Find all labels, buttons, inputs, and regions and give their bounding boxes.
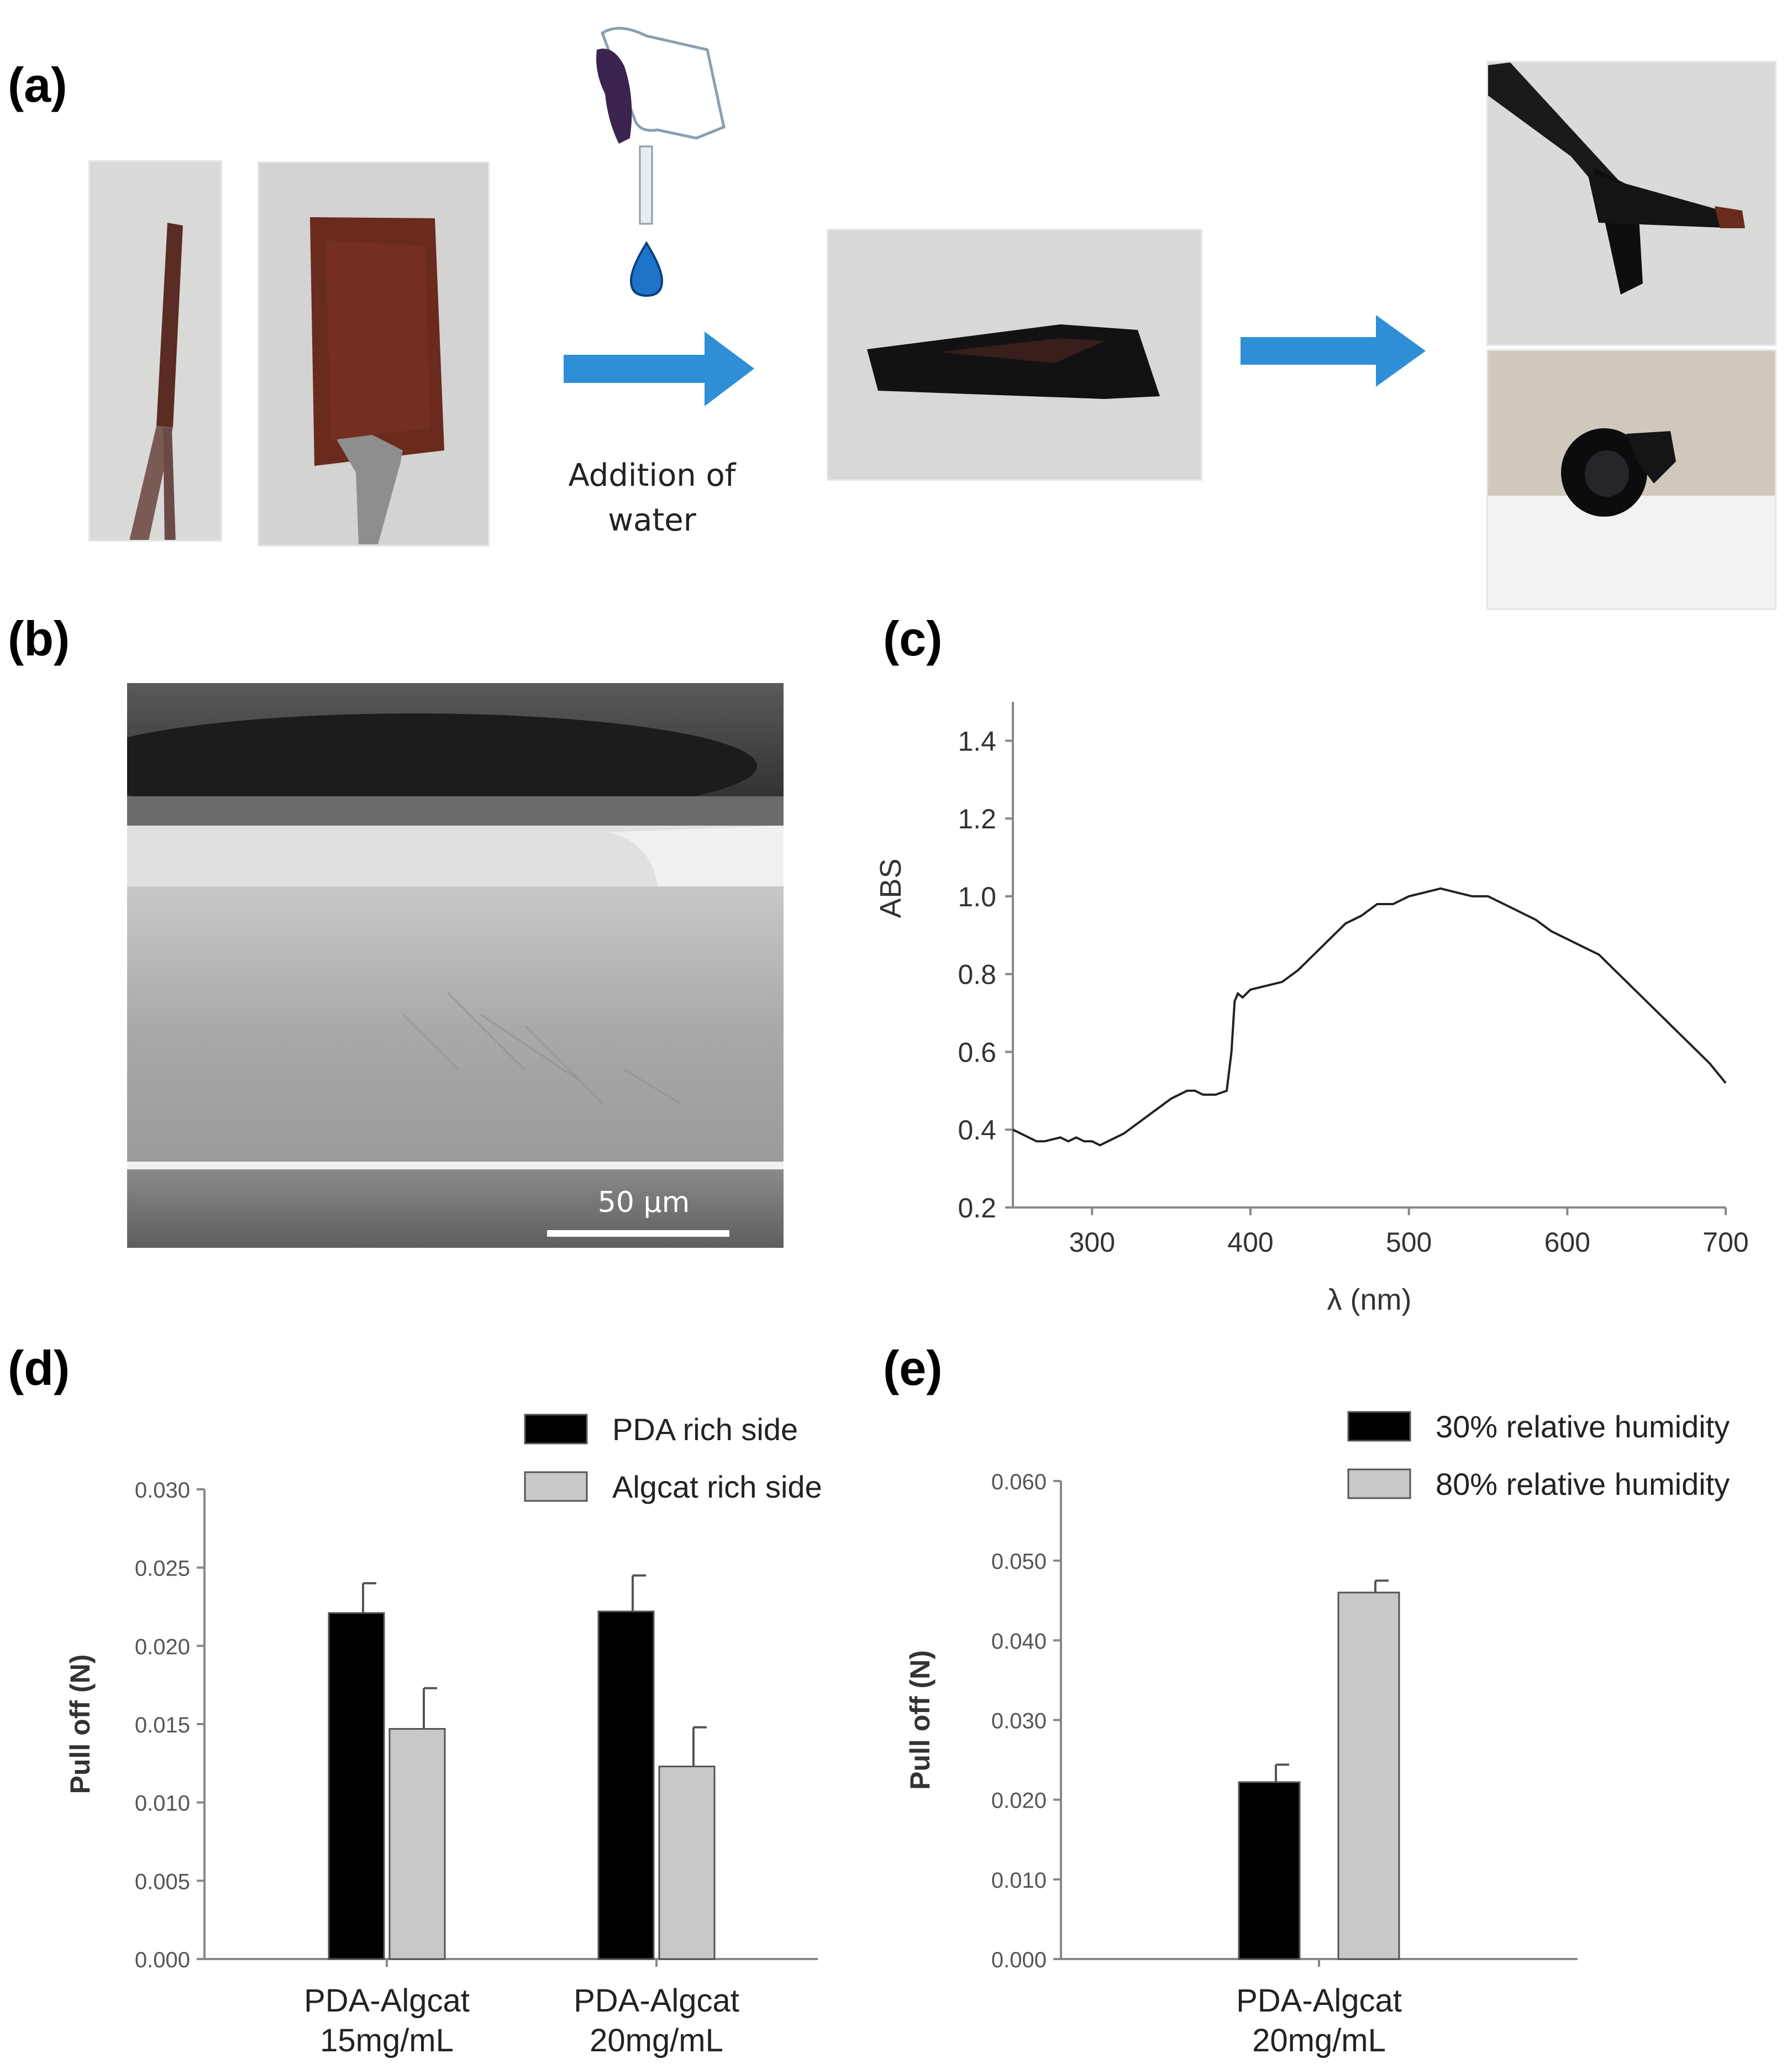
bar-algcat-rich-side <box>388 1728 446 1960</box>
y-tick-label: 0.2 <box>958 1193 996 1223</box>
photo-rolled-tube-end <box>1486 349 1777 610</box>
y-tick-label: 0.000 <box>135 1948 190 1972</box>
y-tick-label: 0.020 <box>991 1789 1047 1813</box>
category-label: PDA-Algcat <box>304 1983 470 2019</box>
y-tick-label: 0.000 <box>991 1948 1047 1972</box>
absorbance-spectrum-chart: 0.2 0.4 0.6 0.8 1.0 1.2 1.4 300 400 500 600 700 λ (n… <box>874 702 1749 1316</box>
legend-label: Algcat rich side <box>612 1469 822 1504</box>
y-tick-label: 0.4 <box>958 1115 996 1146</box>
legend-label: 30% relative humidity <box>1436 1409 1730 1444</box>
y-tick-label: 0.050 <box>991 1550 1047 1574</box>
y-tick-label: 0.015 <box>135 1713 190 1737</box>
arrow-right-icon <box>1241 315 1426 387</box>
photo-rolled-tube-side <box>1486 61 1777 346</box>
x-tick-label: 700 <box>1702 1227 1748 1258</box>
x-tick-label: 400 <box>1227 1227 1273 1258</box>
y-tick-label: 0.030 <box>991 1709 1047 1734</box>
legend-swatch <box>524 1471 588 1502</box>
y-tick-label: 0.025 <box>135 1557 190 1581</box>
bar-30-relative-humidity <box>1238 1781 1301 1960</box>
panel-label-c: (c) <box>883 611 943 666</box>
y-tick-label: 0.005 <box>135 1870 190 1894</box>
y-tick-label: 0.030 <box>135 1478 190 1503</box>
photo-film-piece <box>257 161 490 547</box>
photo-film-edge <box>88 160 222 542</box>
y-tick-label: 0.020 <box>135 1635 190 1659</box>
y-tick-label: 0.8 <box>958 959 996 990</box>
category-label: 20mg/mL <box>1252 2023 1386 2059</box>
x-tick-label: 300 <box>1069 1227 1115 1258</box>
legend-swatch <box>1347 1468 1411 1499</box>
legend-label: PDA rich side <box>612 1412 798 1447</box>
absorbance-series-line <box>1012 887 1727 1147</box>
scale-bar-label: 50 µm <box>597 1186 690 1219</box>
pull-off-side-chart: 0.000 0.005 0.010 0.015 0.020 0.025 0.030 Pull … <box>65 1412 822 2059</box>
sem-cross-section-image <box>127 683 784 1248</box>
x-tick-label: 500 <box>1386 1227 1432 1258</box>
category-label: PDA-Algcat <box>574 1983 739 2019</box>
addition-of-water-caption: Addition of water <box>568 458 736 539</box>
x-axis-label: λ (nm) <box>1327 1283 1412 1316</box>
bar-80-relative-humidity <box>1337 1592 1400 1960</box>
y-tick-label: 0.060 <box>991 1470 1047 1494</box>
arrow-right-icon <box>564 332 754 406</box>
y-tick-label: 1.2 <box>958 804 996 834</box>
panel-label-b: (b) <box>8 611 70 666</box>
photo-film-rolling <box>827 229 1202 481</box>
y-tick-label: 0.010 <box>991 1868 1047 1893</box>
bar-pda-rich-side <box>597 1610 655 1960</box>
y-tick-label: 1.0 <box>958 881 996 912</box>
legend-swatch <box>524 1414 588 1445</box>
panel-label-a: (a) <box>8 57 67 112</box>
category-label: PDA-Algcat <box>1236 1983 1402 2019</box>
y-tick-label: 1.4 <box>958 726 996 757</box>
dropper-icon <box>575 11 729 298</box>
category-label: 15mg/mL <box>320 2023 454 2059</box>
pull-off-humidity-chart: 0.000 0.010 0.020 0.030 0.040 0.050 0.060 Pull … <box>905 1409 1730 2059</box>
panel-label-d: (d) <box>8 1341 70 1395</box>
x-tick-label: 600 <box>1544 1227 1590 1258</box>
category-label: 20mg/mL <box>590 2023 723 2059</box>
y-tick-label: 0.010 <box>135 1792 190 1816</box>
y-axis-label: Pull off (N) <box>65 1655 96 1794</box>
legend-label: 80% relative humidity <box>1436 1467 1730 1501</box>
y-axis-label: Pull off (N) <box>905 1650 936 1790</box>
panel-label-e: (e) <box>883 1341 943 1395</box>
bar-algcat-rich-side <box>658 1766 716 1960</box>
y-tick-label: 0.6 <box>958 1037 996 1068</box>
bar-pda-rich-side <box>328 1612 385 1960</box>
y-tick-label: 0.040 <box>991 1629 1047 1653</box>
y-axis-label: ABS <box>874 858 907 918</box>
legend-swatch <box>1347 1411 1411 1442</box>
